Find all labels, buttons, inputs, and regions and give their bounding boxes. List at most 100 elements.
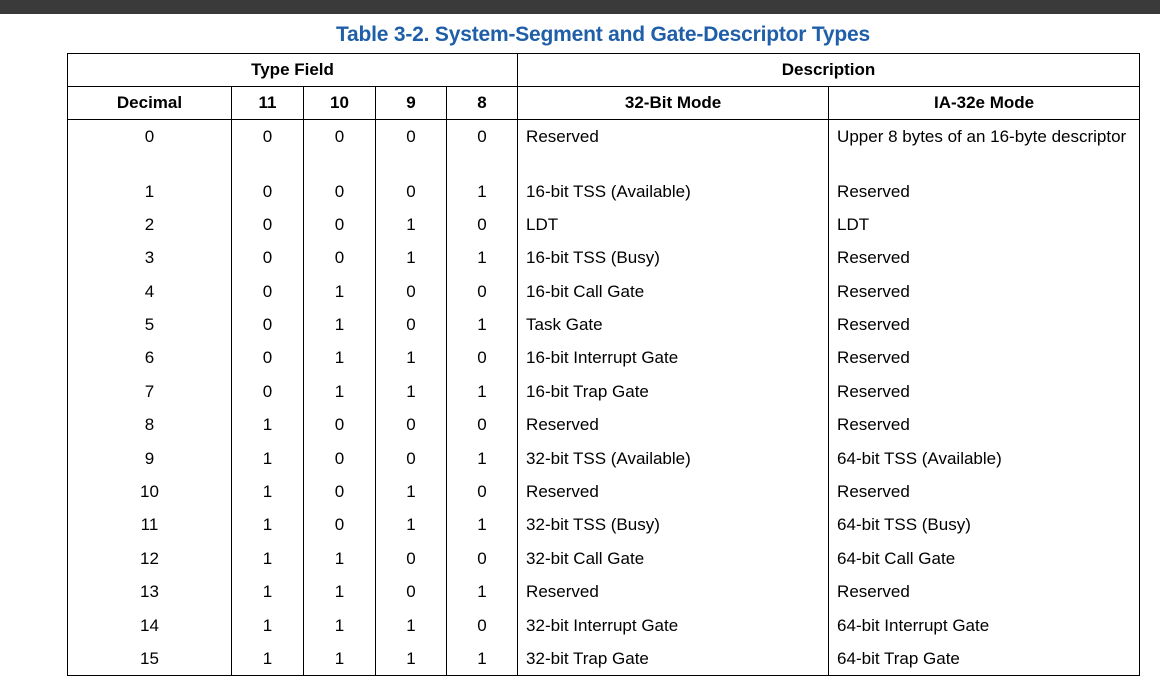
table-row: 12 1 1 0 0 32-bit Call Gate 64-bit Call Gate <box>67 541 1141 576</box>
table-cell: 0 <box>303 508 376 542</box>
table-cell: 1 <box>375 374 447 409</box>
column-header: 8 <box>445 86 519 120</box>
table-cell: 1 <box>231 575 304 609</box>
table-cell: 1 <box>303 575 376 609</box>
table-cell: 1 <box>231 641 304 676</box>
table-cell: Reserved <box>828 575 1141 609</box>
group-header: Type Field <box>66 53 519 87</box>
table-title: Table 3-2. System-Segment and Gate-Descr… <box>335 23 871 46</box>
table-cell: 32-bit TSS (Available) <box>517 441 830 476</box>
table-cell: Reserved <box>828 341 1141 375</box>
table-cell: 7 <box>67 374 232 409</box>
table-cell: Reserved <box>517 119 830 175</box>
column-header: IA-32e Mode <box>828 86 1141 120</box>
table-cell: 64-bit Call Gate <box>828 541 1141 576</box>
table-cell: 1 <box>303 641 376 676</box>
table-cell: 0 <box>375 274 447 309</box>
column-header: 32-Bit Mode <box>517 86 830 120</box>
table-cell: 16-bit TSS (Available) <box>517 174 830 208</box>
table-cell: 16-bit Interrupt Gate <box>517 341 830 375</box>
table-cell: 0 <box>303 207 376 242</box>
table-cell: 6 <box>67 341 232 375</box>
table-cell: 0 <box>303 119 376 175</box>
table-cell: 0 <box>375 308 447 342</box>
table-cell: 0 <box>375 541 447 576</box>
column-header: 11 <box>231 86 304 120</box>
table-cell: 2 <box>67 207 232 242</box>
table-cell: 0 <box>231 174 304 208</box>
table-row: 2 0 0 1 0 LDT LDT <box>67 207 1141 242</box>
table-cell: 1 <box>445 308 519 342</box>
table-cell: Upper 8 bytes of an 16-byte descriptor <box>828 119 1141 175</box>
table-cell: 0 <box>231 374 304 409</box>
table-cell: 1 <box>231 408 304 442</box>
table-cell: 0 <box>67 119 232 175</box>
table-cell: 1 <box>231 541 304 576</box>
table-cell: Reserved <box>828 408 1141 442</box>
table-cell: 1 <box>375 341 447 375</box>
table-cell: 14 <box>67 608 232 642</box>
table-cell: 15 <box>67 641 232 676</box>
table-cell: 0 <box>231 241 304 275</box>
table-cell: 1 <box>445 374 519 409</box>
table-row: 14 1 1 1 0 32-bit Interrupt Gate 64-bit Interr… <box>67 608 1141 642</box>
table-cell: 64-bit Trap Gate <box>828 641 1141 676</box>
table-cell: 1 <box>231 441 304 476</box>
table-row: 11 1 0 1 1 32-bit TSS (Busy) 64-bit TSS (Busy) <box>67 508 1141 542</box>
table-cell: LDT <box>517 207 830 242</box>
table-cell: 5 <box>67 308 232 342</box>
table-cell: 12 <box>67 541 232 576</box>
table-cell: 0 <box>445 541 519 576</box>
table-cell: 11 <box>67 508 232 542</box>
table-cell: Reserved <box>828 174 1141 208</box>
table-cell: 1 <box>445 508 519 542</box>
table-cell: 1 <box>303 608 376 642</box>
table-cell: 1 <box>375 241 447 275</box>
table-cell: 1 <box>375 207 447 242</box>
column-header: Decimal <box>67 86 232 120</box>
table-cell: 13 <box>67 575 232 609</box>
table-cell: 0 <box>375 174 447 208</box>
table-cell: 1 <box>375 641 447 676</box>
table-cell: 1 <box>445 174 519 208</box>
table-cell: 1 <box>67 174 232 208</box>
table-cell: 16-bit TSS (Busy) <box>517 241 830 275</box>
table-cell: 8 <box>67 408 232 442</box>
table-cell: 1 <box>375 475 447 509</box>
table-cell: 1 <box>303 274 376 309</box>
table-cell: 16-bit Trap Gate <box>517 374 830 409</box>
table-cell: 32-bit TSS (Busy) <box>517 508 830 542</box>
table-cell: Reserved <box>828 308 1141 342</box>
table-cell: 0 <box>445 207 519 242</box>
table-row: 5 0 1 0 1 Task Gate Reserved <box>67 308 1141 342</box>
table-cell: 1 <box>445 241 519 275</box>
column-header: 9 <box>375 86 447 120</box>
table-cell: 0 <box>445 341 519 375</box>
table-cell: 4 <box>67 274 232 309</box>
table-cell: Reserved <box>517 475 830 509</box>
top-bar <box>0 0 1160 14</box>
table-cell: 0 <box>303 475 376 509</box>
table-cell: 0 <box>303 174 376 208</box>
table-cell: 1 <box>445 641 519 676</box>
group-header: Description <box>517 53 1141 87</box>
table-row: 1 0 0 0 1 16-bit TSS (Available) Reserved <box>67 174 1141 208</box>
group-row: Type Field Description <box>66 53 1141 87</box>
table-cell: 1 <box>303 308 376 342</box>
table-cell: Reserved <box>828 374 1141 409</box>
table-cell: 1 <box>231 475 304 509</box>
table-row: 3 0 0 1 1 16-bit TSS (Busy) Reserved <box>67 241 1141 275</box>
table-cell: 0 <box>303 441 376 476</box>
table-cell: 0 <box>375 575 447 609</box>
table-cell: 1 <box>375 608 447 642</box>
table-cell: Task Gate <box>517 308 830 342</box>
table-cell: 0 <box>303 241 376 275</box>
table-row: 13 1 1 0 1 Reserved Reserved <box>67 575 1141 609</box>
table-cell: 0 <box>445 274 519 309</box>
table-cell: 0 <box>445 119 519 175</box>
table-cell: 0 <box>231 119 304 175</box>
table-row: 0 0 0 0 0 Reserved Upper 8 bytes of an 16-byte… <box>67 119 1141 175</box>
table-cell: 10 <box>67 475 232 509</box>
